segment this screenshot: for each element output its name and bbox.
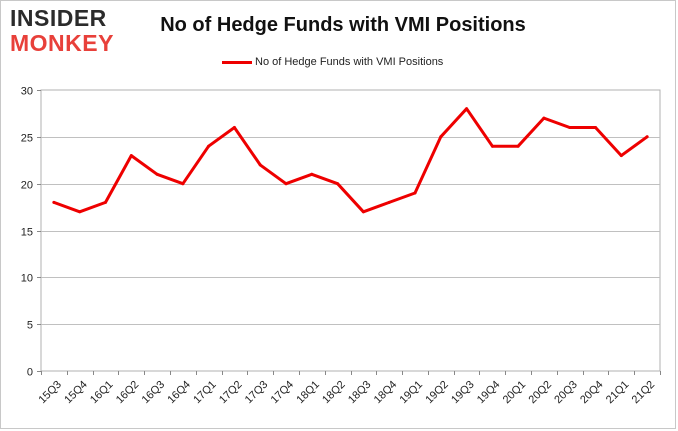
x-tick-label: 17Q3 xyxy=(243,379,271,407)
data-point xyxy=(129,154,133,158)
x-tick-label: 20Q2 xyxy=(527,379,555,407)
x-tick-label: 18Q4 xyxy=(372,379,400,407)
data-point xyxy=(568,126,572,129)
data-point xyxy=(645,135,649,139)
x-tick-label: 18Q1 xyxy=(294,379,322,407)
data-point xyxy=(284,182,288,186)
data-point xyxy=(52,200,56,204)
y-tick-label: 10 xyxy=(21,273,33,285)
x-tick-label: 19Q3 xyxy=(449,379,477,407)
x-tick-label: 15Q4 xyxy=(62,379,90,407)
logo-line-1: INSIDER xyxy=(10,5,107,31)
legend-swatch xyxy=(222,60,252,64)
x-tick-label: 19Q4 xyxy=(475,379,503,407)
data-point xyxy=(207,144,211,148)
data-point xyxy=(619,154,623,158)
data-point xyxy=(232,126,236,129)
x-tick-label: 16Q4 xyxy=(165,379,193,407)
x-tick-label: 21Q1 xyxy=(604,379,632,407)
x-tick-label: 20Q4 xyxy=(578,379,606,407)
plot-area xyxy=(40,89,661,372)
data-point xyxy=(439,135,443,139)
x-tick-label: 17Q1 xyxy=(191,379,219,407)
x-tick-label: 16Q1 xyxy=(88,379,116,407)
y-tick-label: 5 xyxy=(27,320,33,332)
x-tick-label: 16Q2 xyxy=(114,379,142,407)
data-point xyxy=(594,126,597,129)
x-tick-label: 17Q2 xyxy=(217,379,245,407)
chart-legend: No of Hedge Funds with VMI Positions xyxy=(222,54,443,70)
data-point xyxy=(542,116,546,120)
x-tick-label: 15Q3 xyxy=(36,379,64,407)
y-tick-label: 20 xyxy=(21,180,33,192)
data-point xyxy=(181,182,185,186)
insider-monkey-logo: INSIDER MONKEY xyxy=(8,6,126,56)
data-point xyxy=(490,144,494,148)
x-tick-label: 18Q3 xyxy=(346,379,374,407)
x-tick-label: 18Q2 xyxy=(320,379,348,407)
y-tick-label: 15 xyxy=(21,227,33,239)
data-point xyxy=(516,144,520,148)
data-point xyxy=(465,107,469,111)
legend-label: No of Hedge Funds with VMI Positions xyxy=(255,56,444,68)
data-point xyxy=(413,191,417,195)
x-tick-label: 19Q2 xyxy=(423,379,451,407)
x-tick-label: 17Q4 xyxy=(269,379,297,407)
data-point xyxy=(310,172,314,176)
x-tick-label: 20Q3 xyxy=(552,379,580,407)
x-tick-label: 21Q2 xyxy=(630,379,658,407)
data-point xyxy=(104,200,107,204)
chart-title: No of Hedge Funds with VMI Positions xyxy=(160,14,526,36)
data-point xyxy=(155,172,159,176)
logo-line-2: MONKEY xyxy=(10,30,114,56)
x-tick-label: 16Q3 xyxy=(140,379,168,407)
y-tick-label: 0 xyxy=(27,367,33,379)
x-tick-label: 19Q1 xyxy=(398,379,426,407)
y-tick-label: 30 xyxy=(21,86,33,98)
data-point xyxy=(387,200,391,204)
data-point xyxy=(336,182,340,186)
data-point xyxy=(361,210,365,214)
x-tick-label: 20Q1 xyxy=(501,379,529,407)
series-line xyxy=(52,107,649,214)
data-point xyxy=(258,163,262,167)
data-point xyxy=(78,210,82,214)
y-tick-label: 25 xyxy=(21,133,33,145)
